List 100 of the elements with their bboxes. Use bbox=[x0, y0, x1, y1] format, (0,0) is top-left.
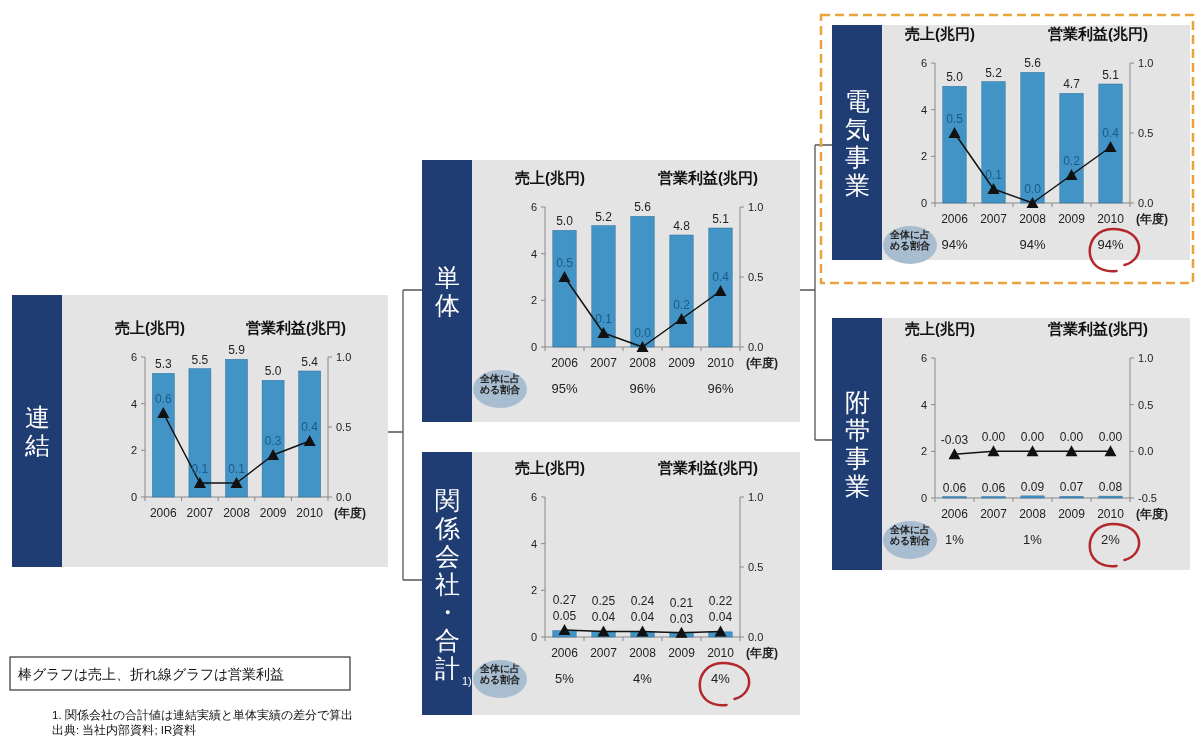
text: 4% bbox=[633, 671, 653, 686]
data-label: 0.09 bbox=[1020, 479, 1045, 494]
data-label: 5.9 bbox=[228, 343, 246, 358]
x-tick-label: 2010 bbox=[296, 506, 324, 520]
y-tick-label: 0 bbox=[530, 341, 537, 353]
text: 電気事業 bbox=[844, 86, 870, 199]
data-label: 5.2 bbox=[595, 209, 613, 224]
y2-tick-label: 0.0 bbox=[748, 631, 764, 643]
y2-axis-title: 営業利益(兆円) bbox=[1048, 25, 1148, 42]
y2-tick-label: 1.0 bbox=[1138, 57, 1154, 69]
text: 1% bbox=[945, 532, 965, 547]
y-tick-label: 2 bbox=[130, 444, 137, 457]
x-tick-label: 2006 bbox=[941, 507, 969, 521]
text: 95% bbox=[551, 381, 578, 396]
data-label: 5.5 bbox=[191, 352, 209, 367]
x-axis-title: (年度) bbox=[1136, 212, 1168, 226]
text: 附帯事業 bbox=[844, 388, 870, 500]
data-label: 0.1 bbox=[595, 312, 613, 326]
x-tick-label: 2009 bbox=[259, 506, 287, 520]
data-label: 5.4 bbox=[301, 355, 319, 369]
y-tick-label: 2 bbox=[920, 445, 927, 458]
y-tick-label: 6 bbox=[530, 491, 537, 503]
data-label: 0.08 bbox=[1098, 480, 1123, 495]
x-tick-label: 2009 bbox=[1058, 507, 1086, 521]
y-axis-title: 売上(兆円) bbox=[115, 319, 185, 336]
x-tick-label: 2010 bbox=[707, 646, 735, 660]
x-tick-label: 2007 bbox=[980, 212, 1008, 226]
y-tick-label: 4 bbox=[530, 537, 537, 550]
y2-axis-title: 営業利益(兆円) bbox=[246, 319, 346, 336]
data-label: 0.00 bbox=[1098, 430, 1123, 445]
x-tick-label: 2010 bbox=[707, 356, 735, 370]
x-tick-label: 2008 bbox=[629, 646, 657, 660]
y2-axis-title: 営業利益(兆円) bbox=[1048, 320, 1148, 337]
y-axis-title: 売上(兆円) bbox=[515, 169, 585, 186]
x-tick-label: 2010 bbox=[1097, 507, 1125, 521]
data-label: 5.1 bbox=[712, 212, 730, 226]
data-label: 0.1 bbox=[985, 168, 1003, 182]
x-axis-title: (年度) bbox=[1136, 507, 1168, 521]
y-axis-title: 売上(兆円) bbox=[905, 25, 975, 42]
data-label: 5.0 bbox=[264, 364, 282, 379]
y2-tick-label: 0.0 bbox=[748, 341, 764, 353]
text: 全体に占める割合 bbox=[479, 663, 521, 685]
y-tick-label: 2 bbox=[920, 150, 927, 163]
data-label: 0.6 bbox=[154, 392, 172, 406]
data-label: 0.00 bbox=[981, 430, 1006, 445]
y2-tick-label: 0.0 bbox=[336, 491, 352, 503]
text: 94% bbox=[1097, 237, 1124, 252]
y-tick-label: 6 bbox=[920, 57, 927, 69]
y-tick-label: 4 bbox=[920, 398, 927, 411]
y2-tick-label: 1.0 bbox=[748, 491, 764, 503]
data-label: 0.04 bbox=[708, 610, 733, 625]
text: 5% bbox=[555, 671, 575, 686]
data-label: 0.4 bbox=[301, 420, 319, 434]
x-tick-label: 2010 bbox=[1097, 212, 1125, 226]
x-tick-label: 2007 bbox=[980, 507, 1008, 521]
data-label: 4.7 bbox=[1063, 77, 1081, 92]
text: 1. 関係会社の合計値は連結実績と単体実績の差分で算出 bbox=[52, 708, 353, 721]
y-tick-label: 4 bbox=[920, 103, 927, 116]
data-label: 0.06 bbox=[942, 480, 967, 495]
data-label: 0.2 bbox=[673, 298, 691, 312]
x-tick-label: 2007 bbox=[590, 646, 618, 660]
text: 全体に占める割合 bbox=[889, 524, 931, 546]
text: 単体 bbox=[434, 263, 460, 319]
data-label: 0.04 bbox=[630, 610, 655, 625]
y-tick-label: 0 bbox=[530, 631, 537, 643]
data-label: 0.04 bbox=[591, 610, 616, 625]
data-label: 5.0 bbox=[946, 70, 964, 85]
y2-tick-label: 0.5 bbox=[1138, 127, 1154, 139]
x-tick-label: 2009 bbox=[668, 646, 696, 660]
text: 94% bbox=[941, 237, 968, 252]
y2-tick-label: 0.0 bbox=[1138, 197, 1154, 209]
y-tick-label: 4 bbox=[130, 397, 137, 410]
data-label: 5.2 bbox=[985, 65, 1003, 80]
y2-tick-label: 0.5 bbox=[336, 421, 352, 433]
x-tick-label: 2007 bbox=[590, 356, 618, 370]
data-label: 0.25 bbox=[591, 594, 616, 609]
data-label: 0.24 bbox=[630, 594, 655, 609]
data-label: 0.4 bbox=[1102, 126, 1120, 140]
text: 全体に占める割合 bbox=[889, 229, 931, 251]
y-tick-label: 6 bbox=[530, 201, 537, 213]
data-label: 5.1 bbox=[1102, 68, 1120, 82]
data-label: 0.21 bbox=[669, 595, 694, 610]
x-tick-label: 2006 bbox=[149, 506, 177, 520]
data-label: 0.3 bbox=[264, 434, 282, 448]
text: 4% bbox=[711, 671, 731, 686]
y2-tick-label: 0.5 bbox=[748, 561, 764, 573]
data-label: 0.5 bbox=[946, 112, 964, 126]
data-label: 5.3 bbox=[154, 357, 172, 372]
data-label: 0.4 bbox=[712, 270, 730, 284]
data-label: 0.03 bbox=[669, 611, 694, 626]
y-tick-label: 2 bbox=[530, 584, 537, 597]
x-tick-label: 2006 bbox=[551, 356, 579, 370]
data-label: 5.6 bbox=[634, 200, 652, 215]
data-label: 0.06 bbox=[981, 480, 1006, 495]
text: 2% bbox=[1101, 532, 1121, 547]
x-axis-title: (年度) bbox=[746, 646, 778, 660]
y-tick-label: 4 bbox=[530, 247, 537, 260]
data-label: 0.27 bbox=[552, 593, 577, 607]
text: 96% bbox=[629, 381, 656, 396]
data-label: 5.6 bbox=[1024, 56, 1042, 71]
